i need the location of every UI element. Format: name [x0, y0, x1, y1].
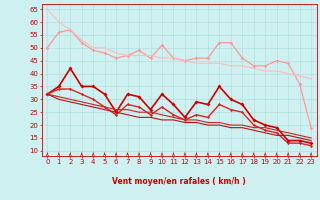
- X-axis label: Vent moyen/en rafales ( km/h ): Vent moyen/en rafales ( km/h ): [112, 177, 246, 186]
